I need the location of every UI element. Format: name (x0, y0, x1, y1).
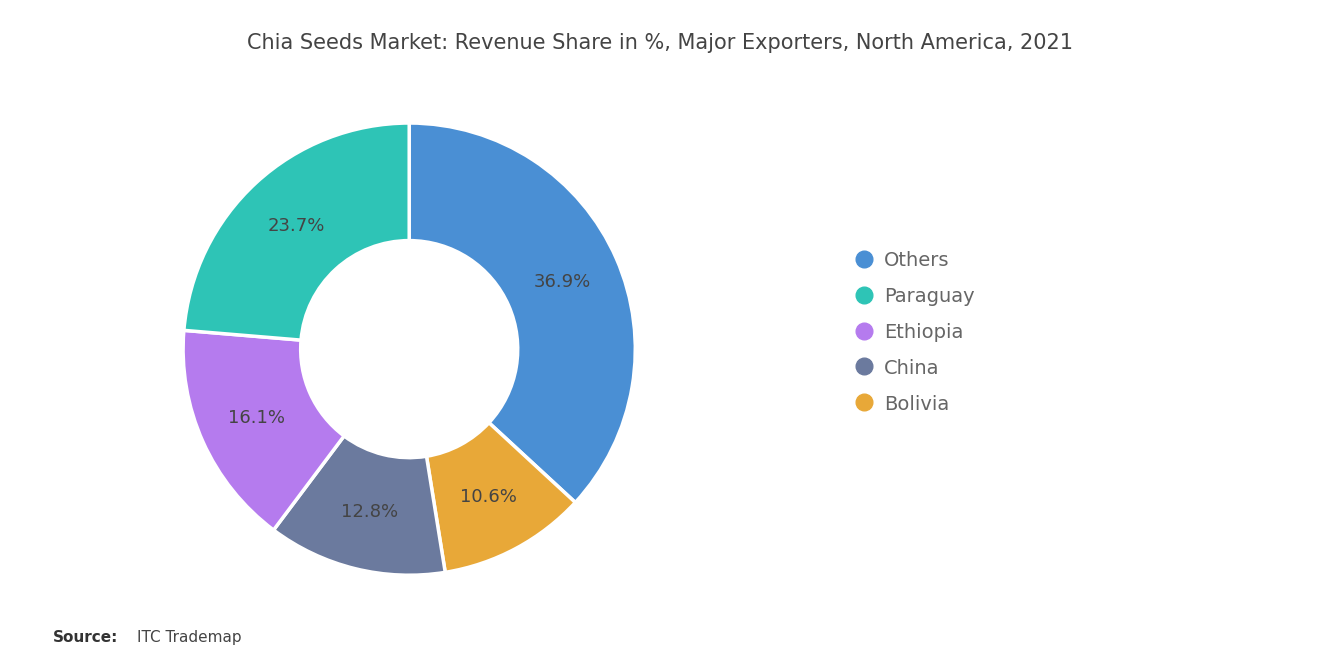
Text: 23.7%: 23.7% (267, 217, 325, 235)
Text: 12.8%: 12.8% (341, 503, 397, 521)
Text: ITC Trademap: ITC Trademap (137, 630, 242, 645)
Text: 16.1%: 16.1% (228, 409, 285, 427)
Wedge shape (273, 436, 445, 575)
Text: 36.9%: 36.9% (533, 273, 591, 291)
Wedge shape (426, 423, 576, 573)
Text: Source:: Source: (53, 630, 119, 645)
Wedge shape (409, 123, 635, 503)
Text: 10.6%: 10.6% (459, 487, 517, 505)
Text: Chia Seeds Market: Revenue Share in %, Major Exporters, North America, 2021: Chia Seeds Market: Revenue Share in %, M… (247, 33, 1073, 53)
Legend: Others, Paraguay, Ethiopia, China, Bolivia: Others, Paraguay, Ethiopia, China, Boliv… (851, 243, 982, 422)
Wedge shape (183, 123, 409, 340)
Wedge shape (183, 331, 345, 530)
